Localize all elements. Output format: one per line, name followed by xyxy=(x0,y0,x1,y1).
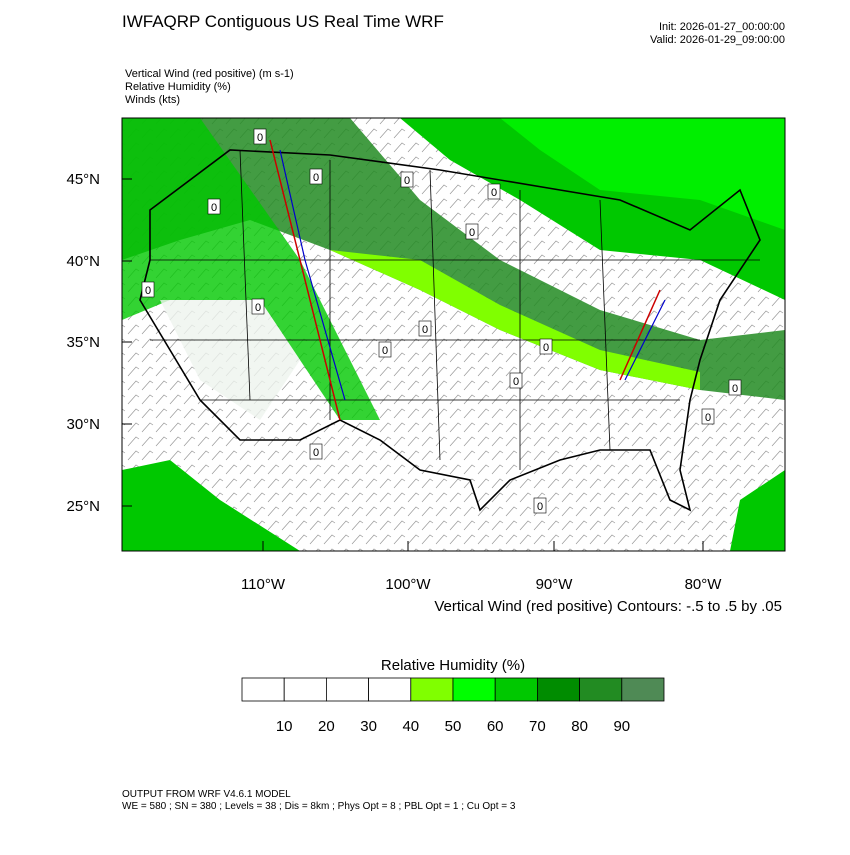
contour-label-box xyxy=(207,198,221,215)
colorbar-box xyxy=(621,677,665,702)
contour-note: Vertical Wind (red positive) Contours: -… xyxy=(434,598,782,615)
title: IWFAQRP Contiguous US Real Time WRF xyxy=(122,12,444,31)
contour-label: 0 xyxy=(382,345,388,357)
contour-label: 0 xyxy=(257,132,263,144)
contour-label: 0 xyxy=(732,383,738,395)
footer-model: OUTPUT FROM WRF V4.6.1 MODEL xyxy=(122,789,291,800)
field-label: Winds (kts) xyxy=(125,94,180,106)
contour-label: 0 xyxy=(537,501,543,513)
lon-label: 100°W xyxy=(385,576,431,593)
field-label: Relative Humidity (%) xyxy=(125,81,231,93)
contour-label-box xyxy=(309,443,323,460)
colorbar-box xyxy=(410,677,454,702)
contour-label-box xyxy=(141,281,155,298)
colorbar-box xyxy=(537,677,581,702)
contour-label: 0 xyxy=(404,175,410,187)
colorbar-title: Relative Humidity (%) xyxy=(381,657,525,674)
footer-settings: WE = 580 ; SN = 380 ; Levels = 38 ; Dis … xyxy=(122,801,516,812)
map xyxy=(122,118,785,551)
valid-time: Valid: 2026-01-29_09:00:00 xyxy=(650,34,785,46)
contour-label-box xyxy=(309,168,323,185)
lon-label: 110°W xyxy=(241,576,286,593)
contour-label-box xyxy=(253,128,267,145)
contour-label: 0 xyxy=(145,285,151,297)
lat-label: 30°N xyxy=(66,416,100,433)
colorbar-tick-label: 10 xyxy=(276,718,293,735)
contour-label-box xyxy=(728,379,742,396)
lat-label: 25°N xyxy=(66,498,100,515)
colorbar-box xyxy=(494,677,538,702)
lon-label: 80°W xyxy=(685,576,723,593)
contour-label: 0 xyxy=(422,324,428,336)
contour-label-box xyxy=(509,372,523,389)
contour-label-box xyxy=(400,171,414,188)
contour-label-box xyxy=(701,408,715,425)
colorbar-box xyxy=(579,677,623,702)
colorbar-tick-label: 80 xyxy=(571,718,588,735)
colorbar-box xyxy=(452,677,496,702)
colorbar-tick-label: 30 xyxy=(360,718,377,735)
colorbar-tick-label: 40 xyxy=(402,718,419,735)
colorbar-tick-label: 90 xyxy=(613,718,630,735)
colorbar-tick-label: 50 xyxy=(445,718,462,735)
contour-label-box xyxy=(539,338,553,355)
contour-label: 0 xyxy=(513,376,519,388)
lat-label: 40°N xyxy=(66,253,100,270)
contour-label: 0 xyxy=(491,187,497,199)
contour-label: 0 xyxy=(255,302,261,314)
colorbar-tick-label: 70 xyxy=(529,718,546,735)
contour-label-box xyxy=(533,497,547,514)
colorbar-tick-label: 20 xyxy=(318,718,335,735)
colorbar-box xyxy=(325,677,369,702)
contour-label-box xyxy=(251,298,265,315)
lat-label: 35°N xyxy=(66,334,100,351)
contour-label: 0 xyxy=(313,172,319,184)
lat-label: 45°N xyxy=(66,171,100,188)
colorbar-box xyxy=(241,677,285,702)
contour-label: 0 xyxy=(469,227,475,239)
init-time: Init: 2026-01-27_00:00:00 xyxy=(659,21,785,33)
lon-label: 90°W xyxy=(536,576,574,593)
contour-label-box xyxy=(465,223,479,240)
contour-label-box xyxy=(418,320,432,337)
field-label: Vertical Wind (red positive) (m s-1) xyxy=(125,68,294,80)
contour-label: 0 xyxy=(705,412,711,424)
contour-label-box xyxy=(378,341,392,358)
contour-label: 0 xyxy=(543,342,549,354)
colorbar-box xyxy=(283,677,327,702)
contour-label: 0 xyxy=(211,202,217,214)
map-frame xyxy=(121,117,786,552)
colorbar-tick-label: 60 xyxy=(487,718,504,735)
contour-label-box xyxy=(487,183,501,200)
colorbar-box xyxy=(368,677,412,702)
contour-label: 0 xyxy=(313,447,319,459)
